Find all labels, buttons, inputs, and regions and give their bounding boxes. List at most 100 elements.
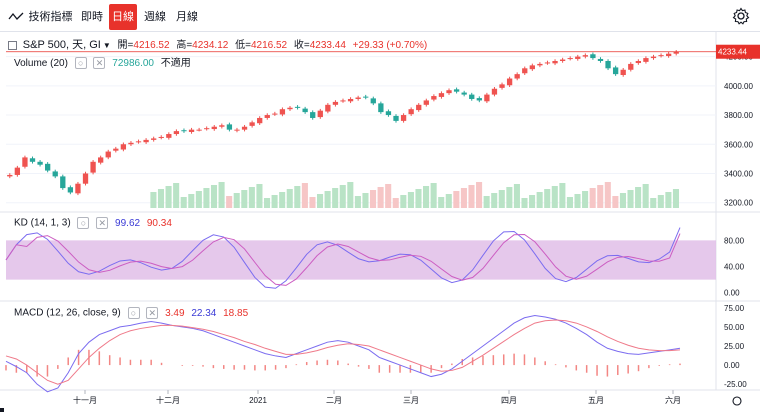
candle-body: [82, 173, 89, 184]
candle-body: [476, 98, 482, 101]
settings-small-icon[interactable]: ○: [127, 307, 140, 319]
candle-body: [499, 84, 505, 88]
volume-bar: [642, 184, 649, 208]
candle-body: [559, 59, 566, 61]
candle-body: [393, 115, 399, 121]
close-icon[interactable]: ✕: [93, 57, 106, 70]
volume-bar: [210, 185, 218, 208]
candle-body: [522, 68, 528, 74]
candle-body: [302, 108, 308, 113]
volume-bar: [672, 189, 679, 208]
time-tick-label: 三月: [403, 396, 419, 405]
volume-bar: [650, 198, 657, 208]
candle-body: [529, 65, 535, 70]
volume-bar: [165, 186, 172, 208]
volume-label: Volume (20): [14, 58, 68, 69]
volume-bar: [339, 185, 346, 208]
volume-bar: [574, 194, 581, 208]
time-tick-label: 四月: [501, 396, 517, 405]
gear-icon[interactable]: [732, 396, 742, 406]
volume-bar: [256, 184, 263, 208]
interval-monthly[interactable]: 月線: [176, 11, 198, 23]
candle-body: [605, 60, 611, 69]
kd-tick-label: 0.00: [724, 289, 740, 298]
kd-legend: KD (14, 1, 3) ○ ✕ 99.62 90.34: [14, 217, 172, 229]
volume-bar: [415, 189, 422, 208]
resize-handle[interactable]: [0, 408, 4, 412]
candle-body: [294, 106, 301, 108]
d-line: [5, 233, 681, 286]
candle-body: [279, 109, 286, 115]
settings-small-icon[interactable]: ○: [77, 217, 90, 229]
candle-body: [249, 122, 255, 126]
candle-body: [196, 129, 202, 131]
candle-body: [438, 93, 445, 97]
close-icon[interactable]: ✕: [146, 307, 159, 319]
candle-body: [363, 96, 369, 98]
candle-body: [158, 136, 164, 138]
candle-body: [37, 161, 43, 165]
macd-line: [5, 314, 681, 393]
chevron-down-icon[interactable]: ▼: [102, 41, 111, 50]
macd-tick-label: 25.00: [724, 342, 745, 351]
candle-body: [620, 69, 626, 76]
indicators-button[interactable]: 技術指標: [4, 4, 76, 30]
candle-body: [453, 89, 460, 92]
volume-bar: [180, 197, 187, 208]
volume-bar: [604, 182, 611, 208]
volume-bar: [551, 186, 558, 208]
candle-body: [332, 101, 339, 105]
close-label: 收: [293, 40, 304, 51]
volume-bar: [286, 189, 293, 208]
volume-bar: [521, 198, 528, 208]
price-tick-label: 3200.00: [724, 199, 753, 208]
candle-body: [29, 158, 36, 162]
volume-bar: [377, 187, 384, 208]
candle-body: [128, 142, 134, 145]
candle-body: [98, 157, 104, 163]
open-label: 開: [117, 40, 128, 51]
candle-body: [423, 100, 429, 105]
macd-tick-label: -25.00: [724, 380, 747, 389]
candle-body: [628, 63, 634, 70]
macd-macd-value: 22.34: [191, 307, 217, 319]
volume-bar: [529, 195, 536, 208]
gear-icon[interactable]: [732, 7, 750, 25]
volume-bar: [476, 182, 483, 208]
candle-body: [120, 144, 127, 150]
collapse-icon[interactable]: [8, 40, 17, 50]
volume-bar: [559, 183, 566, 208]
volume-bar: [468, 185, 475, 208]
candle-body: [317, 110, 323, 118]
candle-body: [575, 56, 581, 59]
candle-body: [135, 141, 142, 143]
volume-bar: [173, 183, 180, 208]
volume-bar: [597, 185, 604, 208]
candle-body: [340, 100, 346, 102]
candle-body: [612, 67, 619, 75]
toolbar: 技術指標 即時 日線 週線 月線: [0, 0, 760, 32]
candle-body: [204, 128, 210, 130]
macd-label: MACD (12, 26, close, 9): [14, 307, 121, 319]
settings-small-icon[interactable]: ○: [74, 57, 87, 70]
symbol-name[interactable]: S&P 500, 天, GI: [22, 39, 101, 51]
candle-body: [173, 131, 180, 135]
volume-bar: [248, 187, 255, 208]
volume-bar: [150, 192, 157, 208]
interval-daily[interactable]: 日線: [109, 4, 137, 30]
volume-bar: [589, 188, 596, 208]
interval-realtime[interactable]: 即時: [81, 11, 103, 23]
candle-body: [378, 103, 384, 113]
candle-body: [264, 115, 270, 118]
macd-tick-label: 75.00: [724, 304, 745, 313]
volume-bar: [483, 196, 490, 208]
candle-body: [45, 163, 51, 171]
volume-bar: [157, 189, 165, 208]
candle-body: [635, 60, 641, 64]
volume-bar: [392, 198, 399, 208]
interval-weekly[interactable]: 週線: [144, 11, 166, 23]
close-icon[interactable]: ✕: [96, 217, 109, 229]
candle-body: [257, 117, 263, 124]
macd-tick-label: 50.00: [724, 323, 745, 332]
